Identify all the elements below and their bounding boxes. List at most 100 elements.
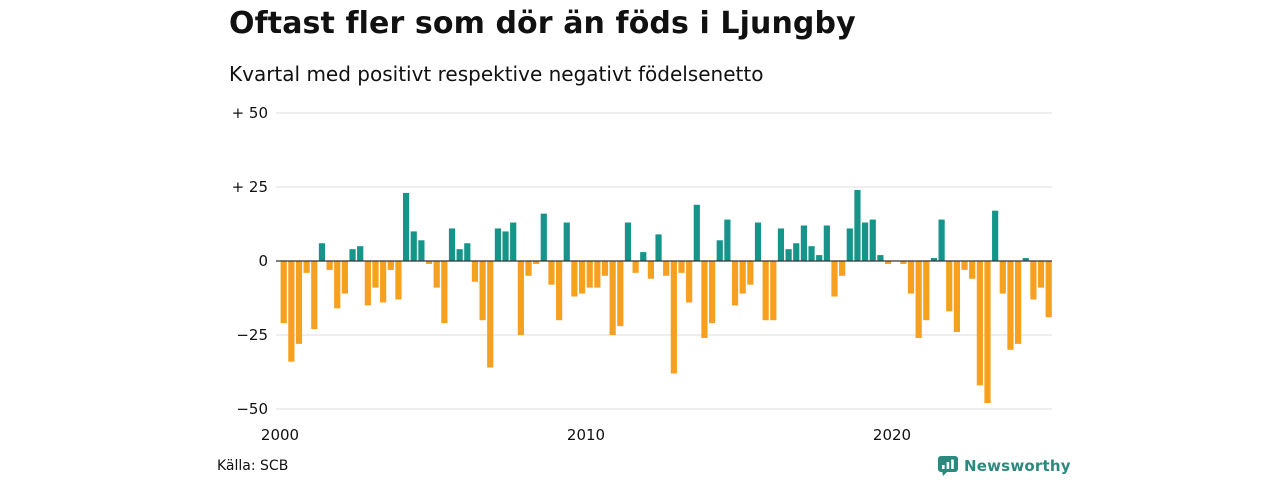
bar [647,261,654,279]
bar [701,261,708,338]
bar [1037,261,1045,288]
bar [601,261,609,276]
bar [823,225,830,261]
bar [1030,261,1037,300]
bar [831,261,838,297]
bar [907,261,915,294]
bar [578,261,586,294]
bar [739,261,746,294]
y-tick-label: + 25 [232,178,268,196]
x-tick-label: 2010 [567,426,605,444]
bar [877,255,884,261]
chart-title: Oftast fler som dör än föds i Ljungby [229,6,856,41]
bar [349,249,356,261]
bar [341,261,348,294]
bar [632,261,639,273]
bar [1022,258,1029,261]
bar [946,261,953,312]
x-tick-label: 2000 [261,426,299,444]
bar [984,261,991,404]
bar [930,258,938,261]
bar [846,228,853,261]
bar [999,261,1006,294]
bar [754,222,762,261]
bar [678,261,685,273]
bar [280,261,287,324]
bar [785,249,792,261]
bar [869,219,876,261]
bar [617,261,624,327]
bar [448,228,456,261]
bar [640,252,647,261]
bar [624,222,632,261]
bar [288,261,295,362]
bar [364,261,371,306]
bar [540,213,547,261]
source-note: Källa: SCB [217,458,289,474]
bar [556,261,563,321]
bar [915,261,922,338]
bar [731,261,739,306]
newsworthy-logo: Newsworthy [938,456,1071,476]
bar [548,261,555,285]
bar [716,240,723,261]
bar [326,261,333,270]
bar [502,231,509,261]
bar [563,222,570,261]
bar [1007,261,1014,350]
bar [686,261,693,303]
chart-subtitle: Kvartal med positivt respektive negativt… [229,62,764,86]
bar [571,261,578,297]
bar [953,261,960,333]
bar [586,261,593,288]
bar [471,261,479,282]
bar [1045,261,1052,318]
newsworthy-logo-icon [938,456,958,476]
bar [525,261,532,276]
bar [800,225,807,261]
y-tick-label: −50 [236,400,268,418]
bar [357,246,364,261]
bar [479,261,486,321]
bar [594,261,601,288]
bar [900,261,907,264]
bar [854,189,861,261]
bar [839,261,846,276]
bar [334,261,341,309]
brand-name: Newsworthy [964,457,1071,475]
bar [318,243,326,261]
bar [923,261,930,321]
bar [770,261,777,321]
bar [311,261,318,330]
bar [295,261,303,344]
bar [961,261,968,270]
bar [793,243,800,261]
bar [395,261,402,300]
bar [441,261,448,324]
bar [693,204,700,261]
bar [1015,261,1022,344]
bar [533,261,540,264]
bar [494,228,501,261]
bar [403,192,410,261]
bar [808,246,815,261]
bar [663,261,670,276]
bar [884,261,892,264]
bar [372,261,379,288]
bar [410,231,417,261]
bar [976,261,983,386]
bar [777,228,785,261]
bar [969,261,976,279]
bar [724,219,731,261]
bar [938,219,945,261]
bar [609,261,616,335]
bar [487,261,494,368]
bar [862,222,869,261]
bar [456,249,463,261]
x-tick-label: 2020 [873,426,911,444]
bar [992,210,999,261]
bar [709,261,716,324]
bar [747,261,754,285]
y-tick-label: −25 [236,326,268,344]
